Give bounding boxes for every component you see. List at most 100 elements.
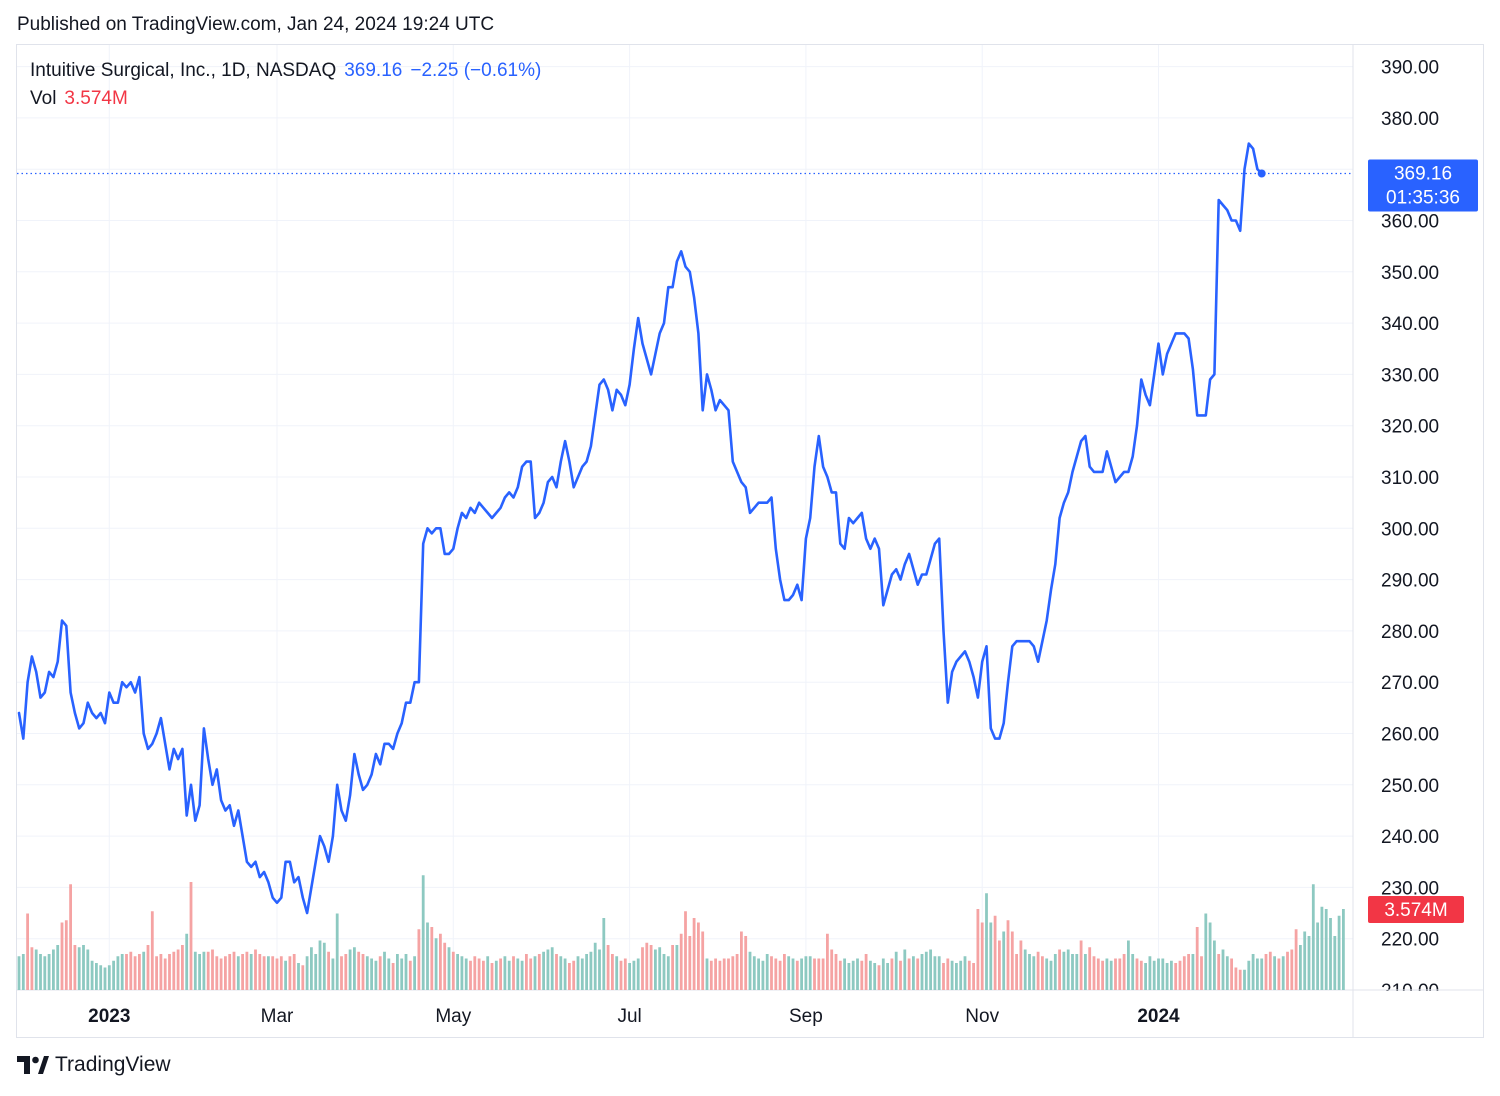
- volume-bar: [718, 960, 722, 990]
- volume-bar: [249, 954, 253, 990]
- volume-bar: [1329, 918, 1332, 990]
- volume-bar: [430, 927, 434, 990]
- volume-bar: [82, 945, 85, 990]
- volume-bar: [271, 956, 275, 990]
- chart-frame[interactable]: 210.00220.00230.00240.00250.00260.00270.…: [16, 44, 1484, 1038]
- volume-bar: [236, 956, 240, 990]
- volume-bar: [408, 960, 412, 990]
- volume-bar: [1152, 960, 1156, 990]
- volume-bar: [314, 954, 318, 990]
- volume-bar: [1139, 960, 1143, 990]
- volume-bar: [1217, 954, 1221, 990]
- volume-bar: [525, 954, 528, 990]
- volume-bar: [1028, 954, 1031, 990]
- chart-legend: Intuitive Surgical, Inc., 1D, NASDAQ 369.…: [30, 59, 541, 115]
- volume-bar: [744, 936, 748, 990]
- volume-bar: [666, 956, 670, 990]
- volume-bar: [185, 933, 189, 990]
- volume-bar: [189, 882, 193, 990]
- tradingview-brand[interactable]: TradingView: [17, 1053, 171, 1077]
- volume-bar: [963, 956, 967, 990]
- volume-bar: [460, 956, 464, 990]
- volume-bar: [761, 960, 765, 990]
- volume-bar: [1191, 954, 1195, 990]
- volume-bar: [21, 954, 25, 990]
- volume-bar: [675, 945, 679, 990]
- volume-bar: [292, 954, 296, 990]
- price-line[interactable]: [17, 142, 1263, 915]
- legend-vol-label[interactable]: Vol: [30, 88, 57, 109]
- legend-vol-value: 3.574M: [64, 88, 128, 109]
- price-chart[interactable]: 210.00220.00230.00240.00250.00260.00270.…: [17, 45, 1483, 1037]
- volume-bar: [774, 958, 778, 990]
- volume-bar: [1131, 954, 1135, 990]
- volume-bar: [804, 956, 808, 990]
- volume-bar: [1234, 967, 1238, 990]
- volume-bar: [1109, 960, 1113, 990]
- volume-bar: [327, 951, 330, 990]
- volume-bar: [778, 960, 782, 990]
- volume-badge: [1368, 896, 1464, 923]
- y-tick-label: 230.00: [1381, 878, 1439, 899]
- volume-bar: [1002, 931, 1006, 990]
- volume-bar: [1182, 956, 1186, 990]
- volume-bar: [129, 951, 133, 990]
- volume-bar: [374, 960, 378, 990]
- volume-bar: [193, 951, 197, 990]
- volume-bar: [550, 947, 554, 990]
- volume-bar: [176, 949, 180, 990]
- volume-bar: [279, 956, 283, 990]
- volume-bar: [903, 949, 907, 990]
- volume-bar: [357, 951, 361, 990]
- volume-bar: [310, 947, 313, 990]
- volume-bar: [1032, 956, 1036, 990]
- volume-bar: [1174, 963, 1178, 990]
- volume-bar: [1122, 954, 1126, 990]
- volume-bar: [159, 954, 163, 990]
- volume-bar: [568, 963, 571, 990]
- volume-bar: [1213, 940, 1216, 990]
- volume-bar: [615, 956, 619, 990]
- volume-bar: [800, 958, 803, 990]
- volume-bar: [1049, 960, 1053, 990]
- volume-bar: [443, 942, 447, 990]
- y-tick-label: 310.00: [1381, 468, 1439, 489]
- volume-bar: [301, 965, 305, 990]
- legend-symbol[interactable]: Intuitive Surgical, Inc., 1D, NASDAQ: [30, 60, 337, 81]
- price-badge-countdown: 01:35:36: [1386, 188, 1460, 209]
- volume-bar: [1294, 929, 1298, 990]
- volume-bar: [348, 949, 352, 990]
- volume-bar: [516, 958, 520, 990]
- volume-bar: [1161, 958, 1165, 990]
- volume-bar: [1316, 922, 1319, 990]
- volume-bar: [383, 951, 386, 990]
- volume-bar: [830, 949, 834, 990]
- volume-bar: [1045, 958, 1049, 990]
- x-tick-label: Jul: [617, 1006, 641, 1027]
- volume-bar: [211, 949, 214, 990]
- volume-bar: [563, 958, 567, 990]
- volume-bar: [1053, 954, 1057, 990]
- volume-bar: [701, 931, 705, 990]
- volume-bar: [215, 956, 219, 990]
- volume-bar: [1277, 958, 1281, 990]
- scale-corner: [1354, 991, 1483, 1037]
- volume-bar: [168, 954, 171, 990]
- volume-bar: [537, 954, 541, 990]
- volume-bar: [400, 958, 404, 990]
- volume-bar: [439, 933, 442, 990]
- volume-bar: [727, 958, 730, 990]
- volume-bar: [1333, 936, 1337, 990]
- volume-bar: [172, 951, 176, 990]
- volume-bar: [795, 960, 799, 990]
- y-tick-label: 360.00: [1381, 212, 1439, 233]
- volume-bar: [606, 945, 610, 990]
- y-tick-label: 320.00: [1381, 417, 1439, 438]
- volume-bar: [890, 958, 894, 990]
- volume-bar: [1105, 958, 1109, 990]
- volume-bar: [17, 956, 21, 990]
- volume-bar: [1118, 958, 1122, 990]
- volume-bar: [1230, 958, 1233, 990]
- volume-bar: [817, 958, 821, 990]
- volume-bar: [206, 951, 210, 990]
